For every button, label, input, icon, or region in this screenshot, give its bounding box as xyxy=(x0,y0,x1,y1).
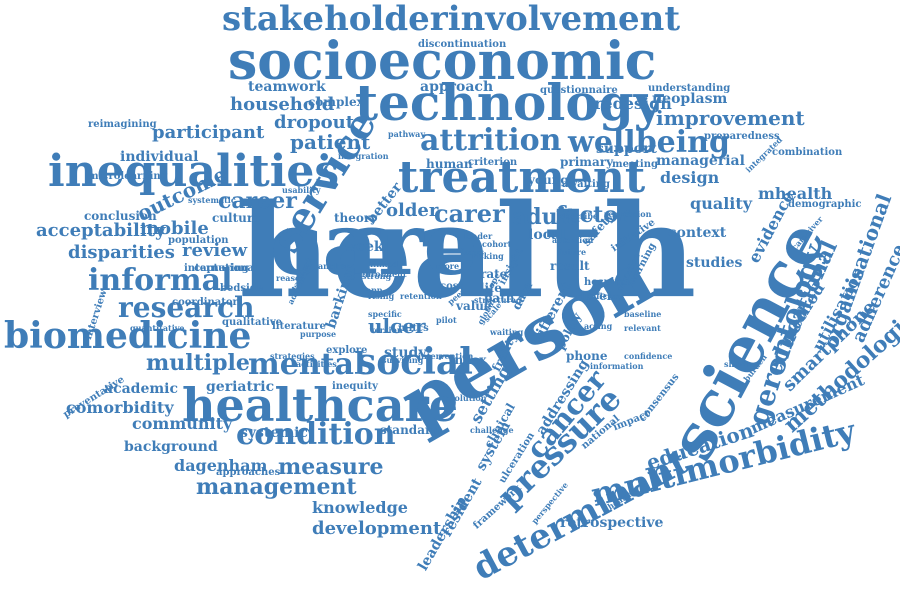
word-week: week xyxy=(344,240,384,254)
word-design: design xyxy=(660,170,719,186)
word-confidence: confidence xyxy=(624,352,672,360)
word-describe: describe xyxy=(560,212,598,220)
word-geriatric: geriatric xyxy=(206,380,274,394)
word-linked: linked xyxy=(370,260,398,268)
word-challenge: challenge xyxy=(470,426,514,434)
word-standard: standard xyxy=(380,424,440,436)
word-development: development xyxy=(312,520,441,538)
word-result: result xyxy=(550,260,590,272)
word-relevant: relevant xyxy=(624,324,661,332)
word-usability: usability xyxy=(282,186,321,194)
word-intervention: intervention xyxy=(418,352,473,360)
word-more: more xyxy=(436,262,459,270)
word-explore: explore xyxy=(326,346,367,356)
word-enrolment: enrolment xyxy=(360,270,407,278)
word-risking: risking xyxy=(472,252,504,260)
word-combination: combination xyxy=(772,148,842,158)
word-international: international xyxy=(184,264,258,274)
word-leader: leader xyxy=(464,232,492,240)
word-cohort: cohort xyxy=(482,240,511,248)
word-pathway: pathway xyxy=(388,130,425,138)
word-quantitative: quantitative xyxy=(130,324,185,332)
word-culture: culture xyxy=(212,212,261,224)
word-mltcs: mltcs xyxy=(398,324,429,334)
word-primary: primary xyxy=(560,156,613,168)
word-activities: activities xyxy=(296,360,337,368)
word-specific: specific xyxy=(368,310,402,318)
word-criterion: criterion xyxy=(468,158,517,168)
word-measure: measure xyxy=(278,456,384,478)
word-community: community xyxy=(132,416,232,432)
word-integration: integration xyxy=(338,152,389,160)
word-participant: participant xyxy=(152,124,264,142)
word-approaches: approaches xyxy=(216,468,280,478)
word-improvement: improvement xyxy=(656,108,805,128)
word-questionnaire: questionnaire xyxy=(540,86,618,96)
word-conclusion: conclusion xyxy=(84,210,157,222)
word-preparedness: preparedness xyxy=(704,132,780,142)
word-neoplasm: neoplasm xyxy=(652,92,727,106)
word-teamwork: teamwork xyxy=(248,80,326,94)
word-quality: quality xyxy=(690,196,752,212)
word-baseline: baseline xyxy=(624,310,661,318)
word-complex: complex xyxy=(308,96,364,108)
word-carer: carer xyxy=(434,202,505,226)
word-discontinuation: discontinuation xyxy=(418,40,506,50)
word-pilot: pilot xyxy=(436,316,457,324)
word-retention: retention xyxy=(400,292,442,300)
word-microlearning: microlearning xyxy=(88,172,168,182)
word-understanding: understanding xyxy=(648,84,730,94)
word-knowledge: knowledge xyxy=(312,500,408,516)
word-human: human xyxy=(426,158,473,170)
word-meeting: meeting xyxy=(612,160,658,170)
word-patient: patient xyxy=(290,132,370,152)
word-information: information xyxy=(590,362,643,370)
word-future: future xyxy=(558,248,586,256)
word-context: context xyxy=(668,226,726,240)
word-demographic: demographic xyxy=(788,200,862,210)
word-attrition: attrition xyxy=(420,126,561,156)
word-stakeholderinvolvement: stakeholderinvolvement xyxy=(222,2,680,36)
word-background: background xyxy=(124,440,218,454)
word-population: population xyxy=(168,236,229,246)
word-structured: structured xyxy=(474,296,522,304)
word-dropout: dropout xyxy=(274,114,354,132)
word-efficacy: efficacy xyxy=(588,292,622,300)
word-multiple: multiple xyxy=(146,352,250,374)
word-managerial: managerial xyxy=(656,154,745,168)
word-systemic: systemic xyxy=(240,426,308,440)
word-app: app xyxy=(366,286,382,294)
word-studies: studies xyxy=(686,256,742,270)
word-bedside: bedside xyxy=(220,284,263,294)
word-inequity: inequity xyxy=(332,382,378,392)
word-individual: individual xyxy=(120,150,198,164)
word-disparities: disparities xyxy=(68,244,175,262)
word-anchor: anchor xyxy=(318,262,349,270)
word-approach: approach xyxy=(420,80,493,94)
word-awaiting: awaiting xyxy=(562,180,610,190)
word-older: older xyxy=(386,202,438,220)
word-attention: attention xyxy=(552,236,593,244)
word-purpose: purpose xyxy=(300,330,336,338)
word-acting: acting xyxy=(584,322,612,330)
word-solution: solution xyxy=(450,394,487,402)
word-reimagining: reimagining xyxy=(88,120,157,130)
word-coordinator: coordinator xyxy=(172,298,238,308)
word-retrospective: retrospective xyxy=(560,516,663,530)
word-waiting: waiting xyxy=(490,328,523,336)
word-support: support xyxy=(596,142,657,156)
word-systematic: systematic xyxy=(188,196,236,204)
